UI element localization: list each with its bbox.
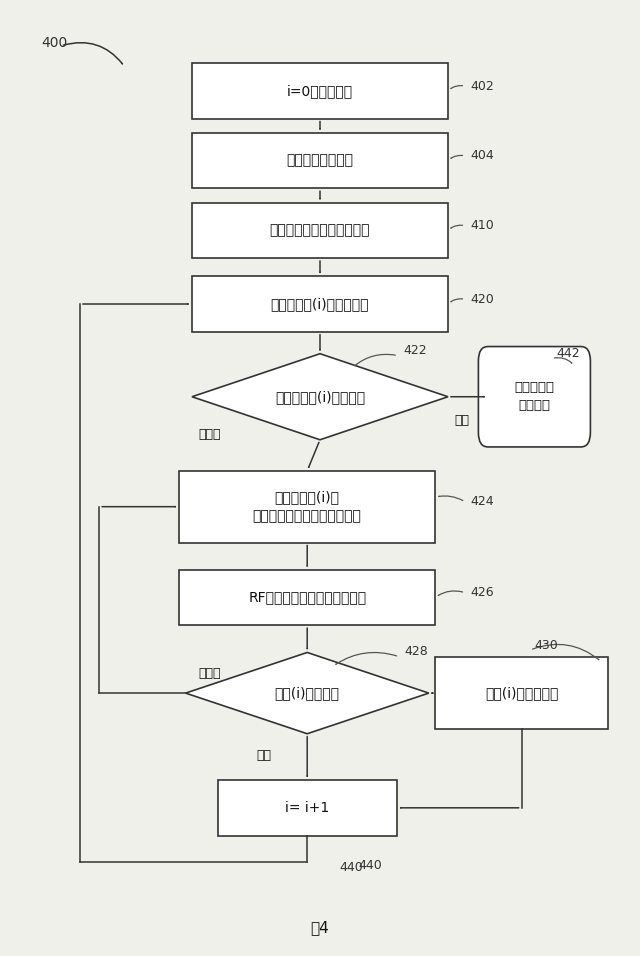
Text: 424: 424 bbox=[470, 495, 494, 509]
Text: 図4: 図4 bbox=[310, 920, 330, 935]
Text: 426: 426 bbox=[470, 586, 494, 599]
FancyBboxPatch shape bbox=[192, 133, 448, 188]
Text: プロセスを
終了する: プロセスを 終了する bbox=[515, 381, 554, 412]
Text: 初期の処理状態を決定する: 初期の処理状態を決定する bbox=[269, 224, 371, 237]
Polygon shape bbox=[192, 354, 448, 440]
Text: 442: 442 bbox=[557, 347, 580, 360]
Text: 400: 400 bbox=[42, 36, 68, 50]
Text: 440: 440 bbox=[339, 860, 363, 874]
Text: 420: 420 bbox=[470, 293, 494, 306]
FancyBboxPatch shape bbox=[435, 658, 608, 728]
Text: i= i+1: i= i+1 bbox=[285, 801, 330, 815]
Text: 402: 402 bbox=[470, 79, 494, 93]
Text: 410: 410 bbox=[470, 219, 494, 232]
FancyBboxPatch shape bbox=[192, 276, 448, 332]
Text: 428: 428 bbox=[404, 645, 428, 659]
Text: はい: はい bbox=[454, 414, 469, 427]
Text: 422: 422 bbox=[403, 344, 427, 358]
Text: はい: はい bbox=[256, 749, 271, 762]
Text: 404: 404 bbox=[470, 149, 494, 163]
Text: 440: 440 bbox=[358, 858, 382, 872]
FancyBboxPatch shape bbox=[192, 63, 448, 119]
Text: いいえ: いいえ bbox=[198, 667, 221, 681]
Text: i=0に設定する: i=0に設定する bbox=[287, 84, 353, 98]
Text: 基準(i)を満たす: 基準(i)を満たす bbox=[275, 686, 340, 700]
Text: 基準(i)を設定する: 基準(i)を設定する bbox=[485, 686, 558, 700]
Text: プロトコル(i)を決定する: プロトコル(i)を決定する bbox=[271, 297, 369, 311]
FancyBboxPatch shape bbox=[192, 203, 448, 258]
Text: プロトコル(i)＝終了か: プロトコル(i)＝終了か bbox=[275, 390, 365, 403]
Polygon shape bbox=[186, 652, 429, 734]
FancyBboxPatch shape bbox=[479, 347, 590, 447]
Text: 430: 430 bbox=[534, 639, 558, 652]
FancyBboxPatch shape bbox=[179, 570, 435, 625]
Text: プロトコル(i)に
従ってエネルギーを印加する: プロトコル(i)に 従ってエネルギーを印加する bbox=[253, 489, 362, 524]
Text: 対象物を特定する: 対象物を特定する bbox=[287, 154, 353, 167]
FancyBboxPatch shape bbox=[179, 471, 435, 543]
Text: RFフィードバックを受信する: RFフィードバックを受信する bbox=[248, 591, 366, 604]
Text: いいえ: いいえ bbox=[198, 428, 221, 442]
FancyBboxPatch shape bbox=[218, 780, 397, 836]
